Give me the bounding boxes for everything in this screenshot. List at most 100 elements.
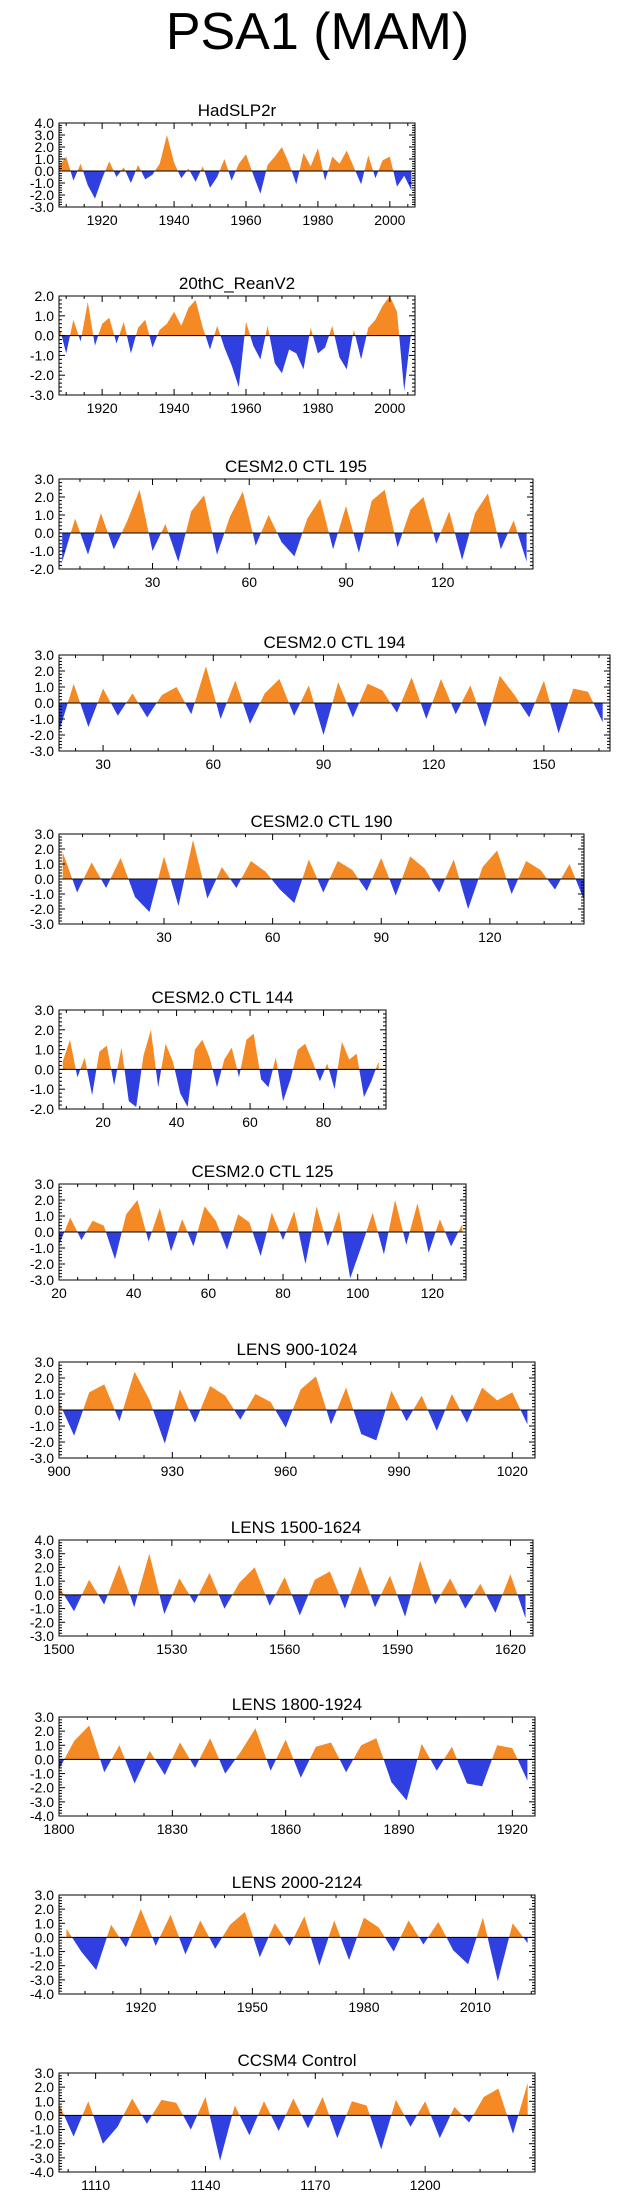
y-tick-label: -2.0 bbox=[30, 367, 54, 383]
y-tick-label: -2.0 bbox=[30, 1256, 54, 1272]
x-tick-label: 1620 bbox=[495, 1641, 526, 1657]
x-tick-label: 1500 bbox=[43, 1641, 74, 1657]
x-tick-label: 60 bbox=[201, 1285, 217, 1301]
negative-anomaly-area bbox=[70, 171, 78, 181]
positive-anomaly-area bbox=[185, 495, 213, 533]
chart-title: CESM2.0 CTL 194 bbox=[263, 633, 405, 652]
negative-anomaly-area bbox=[328, 1069, 338, 1090]
y-tick-label: 0.0 bbox=[35, 1929, 55, 1945]
positive-anomaly-area bbox=[151, 1208, 166, 1232]
negative-anomaly-area bbox=[420, 703, 433, 719]
chart-title: LENS 900-1024 bbox=[237, 1340, 358, 1359]
y-tick-label: 1.0 bbox=[35, 507, 55, 523]
negative-anomaly-area bbox=[291, 1594, 309, 1616]
positive-anomaly-area bbox=[232, 1214, 253, 1232]
y-tick-label: -2.0 bbox=[30, 561, 54, 577]
negative-anomaly-area bbox=[419, 1937, 429, 1945]
negative-anomaly-area bbox=[75, 1069, 81, 1078]
chart-20thc-reanv2: 20thC_ReanV2 2.0 1.0 0.0 -1.0 -2.0 -3.0 1920 194… bbox=[30, 274, 416, 416]
negative-anomaly-area bbox=[166, 1232, 178, 1252]
positive-anomaly-area bbox=[391, 2099, 405, 2116]
x-tick-label: 1920 bbox=[125, 1999, 156, 2015]
positive-anomaly-area bbox=[458, 1224, 463, 1232]
negative-anomaly-area bbox=[433, 533, 441, 544]
positive-anomaly-area bbox=[401, 677, 421, 703]
negative-anomaly-area bbox=[183, 2115, 198, 2130]
positive-anomaly-area bbox=[177, 1219, 188, 1232]
positive-anomaly-area bbox=[293, 1916, 311, 1938]
x-tick-label: 1200 bbox=[410, 2177, 441, 2193]
negative-anomaly-area bbox=[239, 2115, 258, 2136]
positive-anomaly-area bbox=[492, 675, 520, 703]
negative-anomaly-area bbox=[289, 703, 301, 716]
negative-anomaly-area bbox=[519, 703, 535, 718]
positive-anomaly-area bbox=[378, 156, 394, 171]
positive-anomaly-area bbox=[443, 1746, 458, 1760]
negative-anomaly-area bbox=[153, 1410, 175, 1444]
positive-anomaly-area bbox=[324, 1063, 329, 1070]
positive-anomaly-area bbox=[174, 1389, 190, 1410]
negative-anomaly-area bbox=[431, 1594, 441, 1605]
y-tick-label: -2.0 bbox=[30, 901, 54, 917]
x-tick-label: 1940 bbox=[158, 212, 189, 228]
positive-anomaly-area bbox=[286, 1211, 299, 1232]
y-tick-label: 1.0 bbox=[35, 151, 55, 167]
negative-anomaly-area bbox=[523, 1937, 528, 1944]
negative-anomaly-area bbox=[259, 1069, 273, 1088]
positive-anomaly-area bbox=[184, 840, 203, 879]
x-tick-label: 80 bbox=[316, 1114, 332, 1130]
y-tick-label: 3.0 bbox=[35, 2065, 55, 2081]
positive-anomaly-area bbox=[473, 2088, 508, 2116]
x-tick-label: 1560 bbox=[269, 1641, 300, 1657]
chart-title: CESM2.0 CTL 144 bbox=[151, 988, 293, 1007]
y-tick-label: 2.0 bbox=[35, 1901, 55, 1917]
y-tick-label: 2.0 bbox=[35, 1559, 55, 1575]
positive-anomaly-area bbox=[154, 135, 178, 171]
positive-anomaly-area bbox=[328, 1920, 341, 1938]
negative-anomaly-area bbox=[312, 335, 329, 354]
positive-anomaly-area bbox=[314, 2097, 330, 2116]
x-tick-label: 1980 bbox=[348, 1999, 379, 2015]
x-tick-label: 60 bbox=[265, 929, 281, 945]
positive-anomaly-area bbox=[226, 680, 243, 703]
positive-anomaly-area bbox=[411, 1560, 432, 1595]
negative-anomaly-area bbox=[242, 703, 261, 724]
negative-anomaly-area bbox=[323, 171, 328, 181]
positive-anomaly-area bbox=[121, 1200, 146, 1232]
negative-anomaly-area bbox=[353, 1410, 386, 1441]
positive-anomaly-area bbox=[241, 861, 272, 879]
positive-anomaly-area bbox=[363, 489, 395, 533]
negative-anomaly-area bbox=[284, 1937, 294, 1946]
positive-anomaly-area bbox=[445, 1394, 461, 1410]
negative-anomaly-area bbox=[389, 879, 402, 896]
y-tick-label: 1.0 bbox=[35, 856, 55, 872]
positive-anomaly-area bbox=[224, 491, 253, 533]
x-tick-label: 1110 bbox=[81, 2177, 110, 2193]
plot-frame bbox=[58, 478, 534, 570]
positive-anomaly-area bbox=[232, 2105, 240, 2116]
negative-anomaly-area bbox=[346, 703, 360, 718]
x-tick-label: 80 bbox=[275, 1285, 291, 1301]
negative-anomaly-area bbox=[314, 703, 333, 735]
positive-anomaly-area bbox=[440, 511, 455, 533]
x-tick-label: 1800 bbox=[43, 1821, 74, 1837]
y-tick-label: 3.0 bbox=[35, 1176, 55, 1192]
negative-anomaly-area bbox=[431, 879, 446, 893]
x-tick-label: 30 bbox=[145, 574, 161, 590]
y-tick-label: 3.0 bbox=[35, 1709, 55, 1725]
positive-anomaly-area bbox=[158, 856, 171, 879]
x-tick-label: 2000 bbox=[374, 400, 405, 416]
y-tick-label: 1.0 bbox=[35, 308, 55, 324]
y-tick-label: 0.0 bbox=[35, 871, 55, 887]
chart-cesm2-0-ctl-190: CESM2.0 CTL 190 3.02.01.00.0-1.0-2.0-3.0 3… bbox=[30, 812, 585, 945]
positive-anomaly-area bbox=[476, 1917, 488, 1938]
negative-anomaly-area bbox=[358, 879, 372, 891]
positive-anomaly-area bbox=[400, 1920, 420, 1938]
negative-anomaly-area bbox=[93, 335, 99, 346]
positive-anomaly-area bbox=[352, 329, 356, 336]
x-tick-label: 120 bbox=[421, 1285, 445, 1301]
positive-anomaly-area bbox=[200, 1386, 235, 1410]
plot-frame bbox=[58, 2072, 536, 2173]
y-tick-label: 4.0 bbox=[35, 1532, 55, 1548]
positive-anomaly-area bbox=[66, 1928, 72, 1938]
